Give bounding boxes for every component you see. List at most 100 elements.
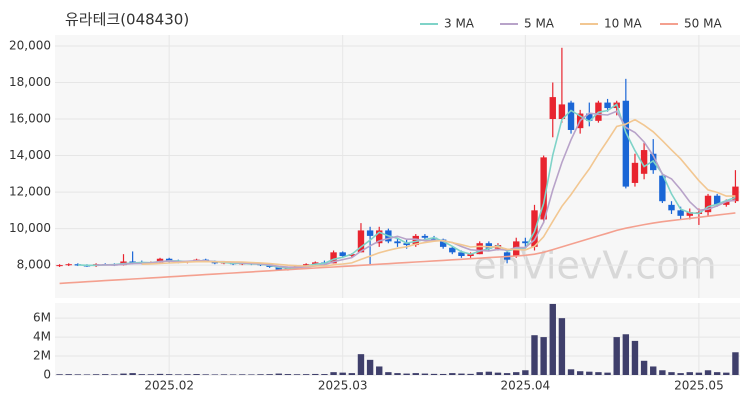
- candle-body: [723, 201, 730, 205]
- volume-bar: [248, 374, 255, 375]
- volume-bar: [640, 360, 648, 375]
- volume-bar: [56, 374, 63, 375]
- volume-bar: [357, 354, 365, 375]
- candle-body: [622, 100, 630, 187]
- volume-bar: [394, 373, 401, 375]
- candle-body: [713, 195, 721, 205]
- candle-body: [394, 241, 401, 244]
- volume-bar: [184, 374, 191, 375]
- candle-body: [348, 254, 356, 256]
- volume-bar: [385, 372, 392, 375]
- volume-bar: [403, 373, 410, 375]
- volume-bar: [284, 374, 292, 375]
- volume-bar: [229, 374, 237, 375]
- chart-title: 유라테크(048430): [65, 11, 189, 29]
- candle-body: [366, 230, 374, 236]
- volume-bar: [595, 372, 602, 375]
- volume-bar: [513, 372, 520, 375]
- volume-bar: [586, 371, 593, 375]
- volume-bar: [83, 374, 91, 375]
- candle-body: [540, 157, 547, 220]
- volume-bar: [695, 372, 703, 375]
- legend-label: 50 MA: [684, 17, 722, 31]
- candle-body: [704, 195, 712, 213]
- volume-bar: [193, 374, 200, 375]
- volume-bar: [476, 372, 483, 375]
- candle-body: [275, 266, 282, 270]
- candle-body: [668, 204, 675, 211]
- volume-bar: [257, 374, 264, 375]
- candle-body: [467, 254, 474, 256]
- volume-bar: [220, 374, 228, 375]
- volume-bar: [92, 374, 100, 375]
- candle-body: [449, 247, 456, 253]
- volume-bar: [321, 374, 328, 375]
- y-tick-label: 12,000: [9, 185, 51, 199]
- y-tick-label: 0: [43, 368, 51, 382]
- volume-bar: [275, 373, 282, 375]
- volume-bar: [659, 370, 666, 375]
- volume-bar: [348, 373, 356, 375]
- volume-bar: [302, 374, 310, 375]
- volume-bar: [549, 303, 556, 375]
- candle-body: [302, 264, 310, 267]
- candle-body: [156, 258, 164, 263]
- candle-body: [485, 243, 493, 249]
- candle-body: [421, 235, 429, 238]
- volume-bar: [449, 373, 456, 375]
- y-tick-label: 20,000: [9, 38, 51, 52]
- volume-bar: [531, 335, 538, 375]
- volume-bar: [339, 372, 346, 375]
- volume-bar: [631, 340, 639, 375]
- volume-bar: [138, 374, 145, 375]
- volume-bar: [604, 372, 611, 375]
- legend-label: 5 MA: [524, 17, 555, 31]
- volume-bar: [650, 366, 657, 375]
- volume-bar: [503, 373, 511, 375]
- candle-body: [312, 262, 319, 265]
- y-tick-label: 2M: [33, 349, 51, 363]
- candle-body: [686, 212, 693, 216]
- candle-body: [659, 175, 666, 202]
- candle-body: [586, 113, 593, 121]
- volume-bar: [567, 369, 575, 375]
- volume-bar: [421, 373, 429, 375]
- volume-bar: [485, 371, 493, 375]
- ma-line: [96, 110, 736, 269]
- volume-bar: [713, 372, 721, 375]
- volume-bar: [129, 373, 136, 375]
- candle-body: [567, 102, 575, 130]
- volume-bar: [458, 373, 465, 375]
- candle-body: [549, 97, 556, 120]
- volume-bar: [376, 366, 383, 375]
- volume-bar: [576, 371, 584, 375]
- volume-bar: [102, 374, 109, 375]
- volume-bar: [211, 374, 219, 375]
- candle-body: [357, 230, 365, 253]
- volume-bar: [668, 372, 675, 375]
- volume-bar: [202, 374, 209, 375]
- volume-bar: [439, 373, 447, 375]
- volume-bar: [156, 373, 164, 375]
- legend-label: 10 MA: [604, 17, 642, 31]
- candle-body: [604, 102, 611, 109]
- y-tick-label: 14,000: [9, 148, 51, 162]
- volume-bar: [65, 374, 72, 375]
- volume-bar: [622, 334, 630, 375]
- candle-body: [531, 210, 538, 247]
- volume-bar: [558, 318, 566, 375]
- volume-bar: [111, 374, 118, 375]
- y-tick-label: 16,000: [9, 112, 51, 126]
- volume-bar: [239, 374, 246, 375]
- volume-bar: [293, 374, 301, 375]
- candle-body: [631, 162, 639, 183]
- volume-bar: [494, 372, 502, 375]
- candle-body: [439, 239, 447, 247]
- volume-bar: [723, 372, 730, 375]
- candle-body: [732, 186, 739, 202]
- volume-bar: [266, 374, 273, 375]
- volume-bar: [613, 337, 620, 375]
- candle-body: [640, 150, 648, 174]
- candle-body: [522, 241, 529, 244]
- volume-bar: [467, 373, 474, 375]
